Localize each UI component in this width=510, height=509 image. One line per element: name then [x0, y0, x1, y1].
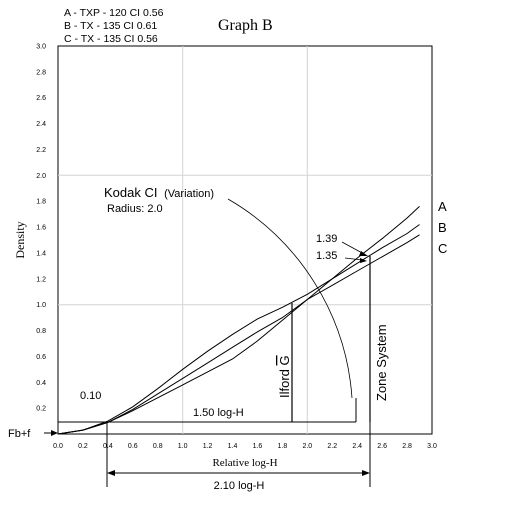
- range-210-arrowhead-right: [362, 470, 370, 476]
- x-tick-labels: 0.0 0.2 0.4 0.6 0.8 1.0 1.2 1.4 1.6 1.8 2.0 2.2 2.4 2…: [53, 443, 437, 450]
- series-line-c: [57, 234, 420, 435]
- pointer-135: [344, 257, 363, 261]
- pointer-135-head: [360, 258, 367, 263]
- x-axis-label: Relative log-H: [212, 457, 277, 469]
- y-tick-labels: 0.2 0.4 0.6 0.8 1.0 1.2 1.4 1.6 1.8 2.0 2.2 2.4 2.6 2…: [36, 44, 46, 413]
- x-tick-label: 2.6: [377, 443, 387, 450]
- legend-entry-a: A - TXP - 120 CI 0.56: [64, 7, 164, 19]
- y-tick-label: 0.4: [36, 380, 46, 387]
- x-tick-label: 0.0: [53, 443, 63, 450]
- series-lines: [57, 206, 420, 435]
- y-tick-label: 2.0: [36, 173, 46, 180]
- x-tick-label: 2.0: [302, 443, 312, 450]
- y-axis-label: Density: [13, 221, 27, 258]
- zone-system-label: Zone System: [374, 324, 389, 401]
- y-tick-label: 0.6: [36, 354, 46, 361]
- y-tick-label: 0.8: [36, 328, 46, 335]
- y-tick-label: 1.8: [36, 199, 46, 206]
- y-tick-label: 2.4: [36, 121, 46, 128]
- x-tick-label: 2.8: [402, 443, 412, 450]
- x-tick-label: 1.2: [203, 443, 213, 450]
- pointer-139: [341, 241, 365, 255]
- y-tick-label: 1.2: [36, 276, 46, 283]
- x-tick-label: 1.6: [253, 443, 263, 450]
- fbf-label: Fb+f: [8, 428, 31, 440]
- series-line-b: [57, 224, 420, 435]
- x-tick-label: 0.4: [103, 443, 113, 450]
- range-150-label: 1.50 log-H: [193, 407, 244, 419]
- x-tick-label: 2.4: [352, 443, 362, 450]
- y-tick-label: 3.0: [36, 44, 46, 51]
- curve-label-b: B: [438, 220, 447, 235]
- x-tick-label: 1.0: [178, 443, 188, 450]
- value-1-39: 1.39: [316, 233, 337, 245]
- x-tick-label: 0.6: [128, 443, 138, 450]
- range-210-arrowhead-left: [107, 470, 115, 476]
- chart-title: Graph B: [218, 17, 273, 34]
- curve-label-a: A: [438, 199, 447, 214]
- y-tick-label: 2.6: [36, 95, 46, 102]
- kodak-ci-title: Kodak CI: [104, 185, 157, 200]
- ilford-label: Ilford: [277, 365, 292, 398]
- kodak-ci-label: Kodak CI (Variation): [104, 185, 214, 200]
- curve-label-c: C: [438, 241, 447, 256]
- x-tick-label: 0.8: [153, 443, 163, 450]
- range-210-label: 2.10 log-H: [214, 480, 265, 492]
- y-tick-label: 2.2: [36, 147, 46, 154]
- y-tick-label: 1.4: [36, 250, 46, 257]
- x-tick-label: 1.8: [278, 443, 288, 450]
- y-tick-label: 1.6: [36, 225, 46, 232]
- ilford-g-label: Ilford G: [277, 355, 292, 398]
- y-tick-label: 2.8: [36, 69, 46, 76]
- x-tick-label: 0.2: [78, 443, 88, 450]
- fbf-arrowhead: [51, 430, 58, 436]
- legend-entry-c: C - TX - 135 CI 0.56: [64, 33, 158, 45]
- y-tick-label: 0.2: [36, 406, 46, 413]
- ilford-g-symbol: G: [277, 355, 292, 365]
- kodak-ci-arc: [227, 198, 353, 399]
- plot-frame: [57, 45, 433, 435]
- x-tick-label: 3.0: [427, 443, 437, 450]
- y-tick-label: 1.0: [36, 302, 46, 309]
- value-0-10: 0.10: [80, 390, 101, 402]
- value-1-35: 1.35: [316, 250, 337, 262]
- x-tick-label: 2.2: [327, 443, 337, 450]
- series-line-a: [57, 206, 420, 435]
- kodak-ci-variation: (Variation): [164, 188, 214, 200]
- radius-label: Radius: 2.0: [107, 203, 163, 215]
- x-tick-label: 1.4: [228, 443, 238, 450]
- legend-entry-b: B - TX - 135 CI 0.61: [64, 20, 157, 32]
